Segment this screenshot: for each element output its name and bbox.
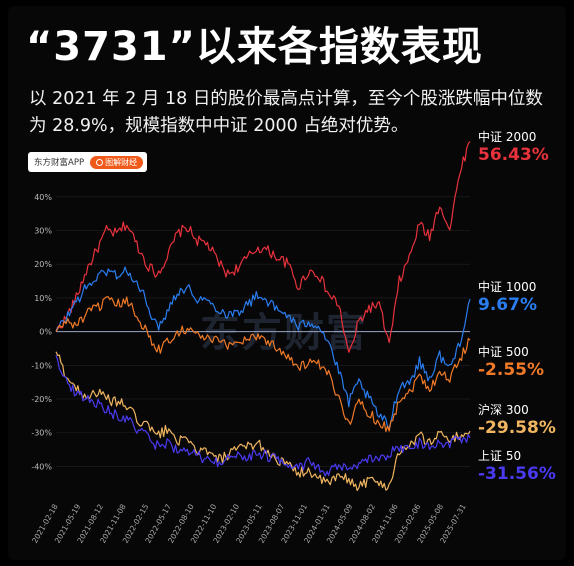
series-line xyxy=(55,266,471,429)
y-tick-label: 10% xyxy=(34,294,52,303)
app-badge[interactable]: 东方财富APP 图解财经 xyxy=(28,152,148,172)
series-value-label: 9.67% xyxy=(478,295,537,315)
series-name-label: 沪深 300 xyxy=(478,403,529,417)
app-pill[interactable]: 图解财经 xyxy=(90,155,144,169)
series-value-label: -2.55% xyxy=(478,360,545,380)
y-tick-label: -10% xyxy=(31,361,52,370)
series-line xyxy=(55,296,471,433)
series-line xyxy=(55,355,471,477)
y-tick-label: -20% xyxy=(31,395,52,404)
app-name: 东方财富APP xyxy=(34,158,85,168)
page-title: “3731”以来各指数表现 xyxy=(26,24,483,70)
series-name-label: 中证 500 xyxy=(478,345,529,359)
y-tick-label: -40% xyxy=(31,462,52,471)
series-value-label: -31.56% xyxy=(478,464,556,484)
app-pill-label: 图解财经 xyxy=(105,157,138,167)
series-name-label: 中证 1000 xyxy=(478,280,537,294)
search-icon xyxy=(96,158,104,166)
y-tick-label: 20% xyxy=(34,260,52,269)
series-line xyxy=(55,141,471,353)
series-line xyxy=(55,351,471,492)
series-value-label: -29.58% xyxy=(478,418,556,438)
series-value-label: 56.43% xyxy=(478,145,549,165)
page-subtitle: 以 2021 年 2 月 18 日的股价最高点计算，至今个股涨跌幅中位数为 28… xyxy=(29,89,543,136)
y-tick-label: -30% xyxy=(31,429,52,438)
infographic-frame: “3731”以来各指数表现 以 2021 年 2 月 18 日的股价最高点计算，… xyxy=(8,6,566,560)
y-tick-label: 0% xyxy=(39,328,52,337)
y-tick-label: 40% xyxy=(34,193,52,202)
y-tick-label: 30% xyxy=(34,227,52,236)
series-name-label: 上证 50 xyxy=(478,449,522,463)
series-name-label: 中证 2000 xyxy=(478,130,537,144)
